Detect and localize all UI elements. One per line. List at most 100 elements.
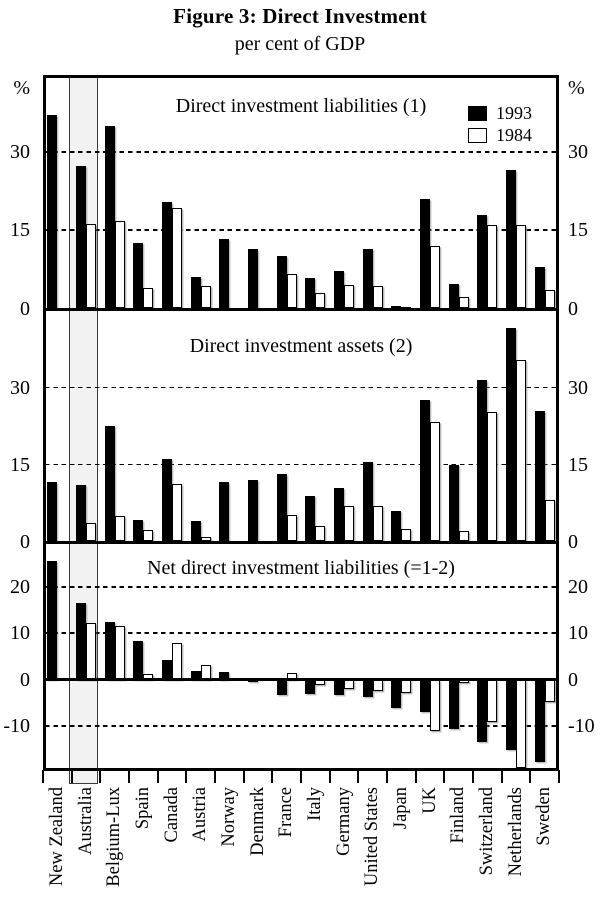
bar-1993-Switzerland — [477, 379, 488, 542]
bar-1993-Italy — [305, 278, 316, 309]
bar-1993-Netherlands — [506, 328, 516, 542]
bar-1993-Denmark — [248, 480, 258, 542]
bar-1993-United States — [362, 248, 373, 309]
bar-1984-United States — [372, 506, 383, 542]
x-axis-tick — [558, 770, 560, 783]
y-tick-label-right: 30 — [568, 376, 588, 399]
bar-1984-Germany — [344, 284, 354, 309]
bar-1993-Germany — [334, 271, 344, 309]
bar-1984-Canada — [172, 208, 182, 309]
legend-item-1984: 1984 — [468, 124, 532, 146]
bar-1993-Sweden — [534, 266, 545, 309]
bar-1993-Sweden — [534, 679, 545, 763]
bar-1993-Sweden — [534, 410, 545, 542]
bar-1984-Switzerland — [487, 224, 498, 309]
gridline-30 — [45, 386, 557, 389]
bar-1993-Italy — [305, 495, 316, 542]
bar-1993-Switzerland — [477, 679, 488, 742]
bar-1993-Belgium-Lux — [104, 426, 115, 542]
bar-1984-UK — [430, 246, 440, 309]
y-tick-label-right: -10 — [568, 715, 595, 738]
figure-subtitle: per cent of GDP — [234, 33, 366, 55]
bar-1984-Canada — [172, 484, 182, 542]
legend-label-1984: 1984 — [496, 125, 532, 145]
bar-1993-Austria — [190, 277, 201, 309]
bar-1984-Italy — [315, 292, 326, 309]
gridline-30 — [45, 151, 557, 154]
legend: 1993 1984 — [468, 102, 532, 146]
bar-1993-Belgium-Lux — [104, 622, 115, 680]
bar-1993-Norway — [219, 672, 230, 680]
gridline-10 — [45, 632, 557, 635]
country-label-spain: Spain — [132, 787, 153, 830]
country-label-sweden: Sweden — [534, 787, 555, 846]
bar-1984-Austria — [200, 286, 211, 309]
country-label-uk: UK — [419, 787, 440, 814]
bar-1993-France — [276, 255, 287, 309]
bar-1984-Netherlands — [516, 359, 526, 542]
bar-1984-Switzerland — [487, 412, 498, 542]
bar-1993-Spain — [133, 243, 144, 309]
x-axis-tick — [500, 770, 503, 783]
bar-1993-UK — [420, 399, 430, 542]
x-axis-tick — [70, 770, 73, 783]
country-label-japan: Japan — [390, 787, 411, 830]
bar-1993-Australia — [76, 166, 86, 309]
bar-1984-Netherlands — [516, 679, 526, 768]
y-tick-label-left: 0 — [20, 530, 30, 553]
bar-1993-Denmark — [248, 249, 258, 309]
bar-1993-Japan — [391, 306, 402, 309]
bar-1984-UK — [430, 679, 440, 731]
bar-1993-Finland — [448, 464, 459, 542]
country-label-netherlands: Netherlands — [505, 787, 526, 877]
y-tick-label-right: 0 — [568, 530, 578, 553]
bar-1993-Japan — [391, 510, 402, 542]
x-axis-tick — [414, 770, 417, 783]
bar-1984-Italy — [315, 526, 326, 542]
country-label-germany: Germany — [333, 787, 354, 856]
bar-1993-Netherlands — [506, 170, 516, 309]
bar-1984-Belgium-Lux — [114, 220, 125, 309]
legend-swatch-1993 — [468, 105, 487, 121]
panel-title-liabilities: Direct investment liabilities (1) — [175, 95, 427, 117]
country-label-new-zealand: New Zealand — [46, 787, 67, 887]
y-tick-label-left: 30 — [10, 376, 30, 399]
bar-1984-Belgium-Lux — [114, 625, 125, 680]
bar-1984-Sweden — [544, 500, 555, 542]
bar-1993-United States — [362, 462, 373, 542]
x-axis-tick — [185, 770, 188, 783]
bar-1984-Belgium-Lux — [114, 515, 125, 542]
bar-1984-Finland — [458, 296, 469, 309]
bar-1993-Finland — [448, 679, 459, 729]
x-axis-tick — [300, 770, 302, 783]
legend-label-1993: 1993 — [496, 103, 532, 123]
bar-1984-Netherlands — [516, 225, 526, 309]
bar-1993-Italy — [305, 679, 316, 694]
x-axis-tick — [214, 770, 216, 783]
bar-1993-New Zealand — [47, 115, 58, 309]
y-tick-label-right: 15 — [568, 219, 588, 242]
x-axis-tick — [529, 770, 532, 783]
bar-1993-Japan — [391, 679, 402, 709]
panel-divider-1 — [43, 308, 559, 312]
x-axis-tick — [443, 770, 446, 783]
bar-1984-Australia — [86, 522, 96, 542]
country-label-finland: Finland — [448, 787, 469, 844]
bar-1984-Canada — [172, 642, 182, 680]
y-tick-label-right: 15 — [568, 453, 588, 476]
bar-1993-Austria — [190, 521, 201, 542]
y-tick-label-left: 15 — [10, 453, 30, 476]
bar-1993-Australia — [76, 603, 86, 680]
bar-1984-Germany — [344, 505, 354, 542]
x-axis-tick — [386, 770, 388, 783]
country-label-canada: Canada — [161, 787, 182, 843]
gridline-15 — [45, 229, 557, 232]
bar-1993-Switzerland — [477, 214, 488, 309]
panel-title-net: Net direct investment liabilities (=1-2) — [147, 557, 455, 579]
country-label-denmark: Denmark — [247, 787, 268, 856]
bar-1984-United States — [372, 679, 383, 691]
panel-divider-2 — [43, 541, 559, 545]
bar-1984-Switzerland — [487, 679, 498, 722]
y-tick-label-right: 10 — [568, 622, 588, 645]
